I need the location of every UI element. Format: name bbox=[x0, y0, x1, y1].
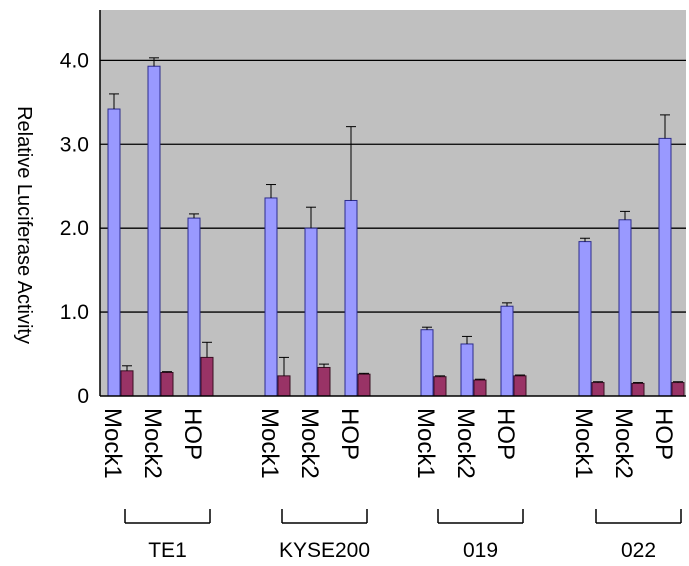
y-tick-label: 1.0 bbox=[60, 301, 89, 324]
y-axis-title: Relative Luciferase Activity bbox=[13, 106, 35, 344]
bar-series-2 bbox=[473, 379, 487, 397]
bar-series-1 bbox=[500, 305, 514, 397]
bar-series-1 bbox=[460, 343, 474, 397]
group-label: TE1 bbox=[148, 539, 187, 562]
category-label: Mock1 bbox=[412, 408, 439, 479]
bar-series-2 bbox=[200, 356, 214, 397]
category-label: Mock1 bbox=[570, 408, 597, 479]
category-label: HOP bbox=[492, 408, 519, 460]
group-label: 022 bbox=[621, 539, 656, 562]
bar-series-2 bbox=[277, 375, 291, 397]
bar-series-1 bbox=[344, 199, 358, 397]
bar-series-1 bbox=[187, 217, 201, 397]
bar-series-1 bbox=[107, 108, 121, 397]
bar-series-1 bbox=[658, 137, 672, 397]
y-tick-label: 4.0 bbox=[60, 49, 89, 72]
category-label: Mock1 bbox=[256, 408, 283, 479]
y-tick-label: 0 bbox=[77, 385, 89, 408]
group-label: 019 bbox=[463, 539, 498, 562]
y-tick-label: 3.0 bbox=[60, 133, 89, 156]
bar-series-1 bbox=[304, 227, 318, 397]
bar-series-1 bbox=[147, 65, 161, 397]
bar-series-2 bbox=[671, 382, 685, 397]
bar-series-2 bbox=[357, 373, 371, 397]
category-label: Mock2 bbox=[296, 408, 323, 479]
bars bbox=[107, 65, 685, 397]
category-label: HOP bbox=[650, 408, 677, 460]
bar-series-1 bbox=[578, 241, 592, 397]
category-labels: Mock1 Mock2 HOP Mock1 Mock2 HOP Mock1 Mock2 HOP M… bbox=[99, 408, 677, 479]
category-label: Mock2 bbox=[139, 408, 166, 479]
bar-series-1 bbox=[264, 197, 278, 397]
bar-series-2 bbox=[317, 366, 331, 397]
category-label: HOP bbox=[336, 408, 363, 460]
bar-series-2 bbox=[433, 376, 447, 397]
bar-series-2 bbox=[513, 375, 527, 397]
group-label: KYSE200 bbox=[279, 539, 370, 562]
bar-series-2 bbox=[591, 382, 605, 397]
category-label: Mock2 bbox=[610, 408, 637, 479]
category-label: Mock1 bbox=[99, 408, 126, 479]
bar-series-2 bbox=[120, 370, 134, 397]
bar-series-1 bbox=[618, 219, 632, 397]
category-label: Mock2 bbox=[452, 408, 479, 479]
error-bars bbox=[109, 57, 683, 384]
y-tick-label: 2.0 bbox=[60, 217, 89, 240]
bar-series-2 bbox=[631, 382, 645, 397]
group-brackets: TE1 KYSE200 019 022 bbox=[124, 509, 682, 562]
bar-series-1 bbox=[420, 329, 434, 397]
y-tick-labels: 0 1.0 2.0 3.0 4.0 bbox=[60, 49, 89, 408]
bar-series-2 bbox=[160, 372, 174, 397]
category-label: HOP bbox=[179, 408, 206, 460]
